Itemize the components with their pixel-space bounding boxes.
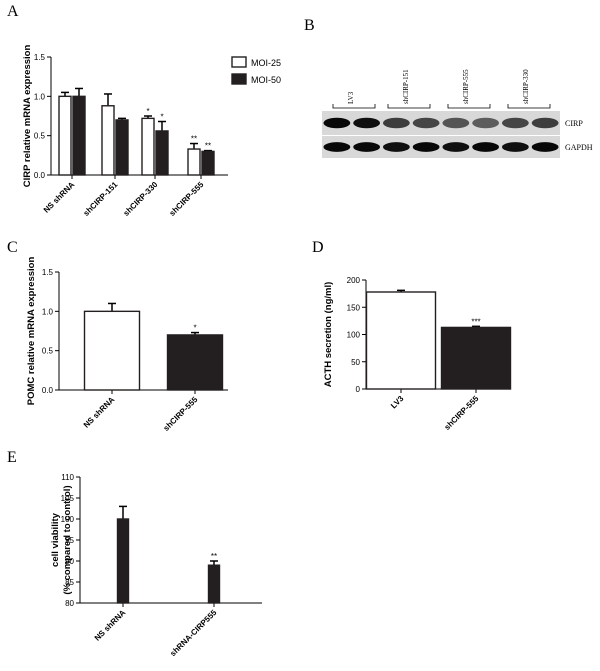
panel-c-chart: 0.0 0.5 1.0 1.5 POMC relative mRNA expressio… <box>26 257 228 433</box>
y-tick-label: 0.5 <box>42 347 54 356</box>
y-axis-title: ACTH secretion (ng/ml) <box>323 282 334 388</box>
y-tick-label: 0.0 <box>34 171 46 180</box>
bar-shcirp-555-value <box>440 326 512 390</box>
y-axis-title: cell viability <box>50 512 61 567</box>
lane-label: LV3 <box>347 91 355 104</box>
y-tick-label: 1.0 <box>34 92 46 101</box>
lane-label: shCIRP-555 <box>462 69 470 104</box>
blot-band <box>472 117 500 129</box>
panel-b-western-blot: LV3 shCIRP-151 shCIRP-555 shCIRP-330 CIRP GAP… <box>322 69 593 158</box>
panel-e-chart: 80 85 90 95 100 105 110 cell viability (% compar… <box>50 473 262 658</box>
significance-marker: * <box>193 324 196 333</box>
y-tick-label: 1.0 <box>42 307 54 316</box>
blot-band <box>501 142 529 152</box>
y-tick-label: 0.5 <box>34 132 46 141</box>
blot-band <box>382 117 410 129</box>
y-tick-label: 1.5 <box>34 53 46 62</box>
blot-band <box>531 142 559 152</box>
blot-band <box>531 117 559 129</box>
blot-band <box>412 117 440 129</box>
y-tick-label: 100 <box>347 331 361 340</box>
blot-band <box>323 117 351 129</box>
legend-swatch <box>231 73 247 85</box>
blot-band <box>442 142 470 152</box>
y-axis-title: POMC relative mRNA expression <box>26 257 37 406</box>
y-tick-label: 95 <box>65 536 74 545</box>
y-axis-title: CIRP relative mRNA expression <box>22 45 33 188</box>
y-tick-label: 85 <box>65 578 74 587</box>
bar-shcirp-555-moi-50 <box>201 150 215 176</box>
gapdh-blot-strip <box>322 136 560 158</box>
x-tick-label: NS shRNA <box>93 608 128 643</box>
bar-shcirp-330-moi-50 <box>155 130 169 176</box>
bar-shcirp-555-value <box>166 334 224 391</box>
bar-shcirp-555-moi-25 <box>187 148 201 176</box>
blot-band <box>412 142 440 152</box>
y-tick-label: 0.0 <box>42 386 54 395</box>
y-tick-label: 90 <box>65 557 74 566</box>
legend-label: MOI-25 <box>251 58 281 68</box>
lane-bracket <box>387 104 431 109</box>
legend-label: MOI-50 <box>251 75 281 85</box>
blot-band <box>382 142 410 152</box>
cirp-row-label: CIRP <box>565 119 583 128</box>
significance-marker: ** <box>205 142 211 151</box>
x-tick-label: shCIRP-555 <box>168 180 206 218</box>
blot-band <box>353 142 381 152</box>
lane-bracket <box>447 104 491 109</box>
bar-ns-shrna-moi-25 <box>58 95 72 176</box>
bar-ns-shrna-value <box>116 518 130 604</box>
x-tick-label: NS shRNA <box>82 395 117 430</box>
bar-ns-shrna-value <box>83 310 141 391</box>
bar-shcirp-151-moi-50 <box>115 119 129 176</box>
x-tick-label: NS shRNA <box>42 180 77 215</box>
y-tick-label: 105 <box>61 494 75 503</box>
panel-letter-a: A <box>7 3 19 20</box>
x-tick-label: shRNA-CIRP555 <box>168 608 218 658</box>
y-tick-label: 50 <box>351 358 360 367</box>
x-tick-label: LV3 <box>389 394 406 411</box>
panel-letter-b: B <box>304 17 315 34</box>
significance-marker: ** <box>191 135 197 144</box>
lane-label: shCIRP-330 <box>522 69 530 104</box>
bar-shcirp-330-moi-25 <box>141 117 155 176</box>
significance-marker: * <box>146 107 149 116</box>
x-tick-label: shCIRP-555 <box>162 395 200 433</box>
lane-bracket <box>332 104 376 109</box>
panel-letter-d: D <box>312 239 324 256</box>
y-tick-label: 80 <box>65 599 74 608</box>
y-tick-label: 1.5 <box>42 268 54 277</box>
significance-marker: ** <box>211 552 217 561</box>
panel-letter-c: C <box>7 239 18 256</box>
x-tick-label: shCIRP-151 <box>82 180 120 218</box>
y-tick-label: 100 <box>61 515 75 524</box>
panel-d-chart: 0 50 100 150 200 ACTH secretion (ng/ml) LV3 shC… <box>323 276 512 432</box>
bar-ns-shrna-moi-50 <box>72 95 86 176</box>
significance-marker: *** <box>471 317 480 326</box>
x-tick-label: shCIRP-555 <box>443 394 481 432</box>
panel-letter-e: E <box>7 449 17 466</box>
significance-marker: * <box>160 113 163 122</box>
blot-band <box>353 117 381 129</box>
y-tick-label: 200 <box>347 276 361 285</box>
bar-shcirp-151-moi-25 <box>101 105 115 176</box>
blot-band <box>472 142 500 152</box>
gapdh-row-label: GAPDH <box>565 143 593 152</box>
blot-band <box>501 117 529 129</box>
lane-bracket <box>507 104 551 109</box>
y-tick-label: 0 <box>356 385 361 394</box>
legend-swatch <box>231 56 247 68</box>
bar-shrna-cirp555-value <box>207 564 221 604</box>
y-axis-title: (% compared to control) <box>62 485 73 594</box>
y-tick-label: 150 <box>347 303 361 312</box>
x-tick-label: shCIRP-330 <box>122 180 160 218</box>
lane-label: shCIRP-151 <box>402 69 410 104</box>
blot-band <box>323 142 351 152</box>
y-tick-label: 110 <box>61 473 74 482</box>
bar-lv3-value <box>365 291 437 390</box>
blot-band <box>442 117 470 129</box>
